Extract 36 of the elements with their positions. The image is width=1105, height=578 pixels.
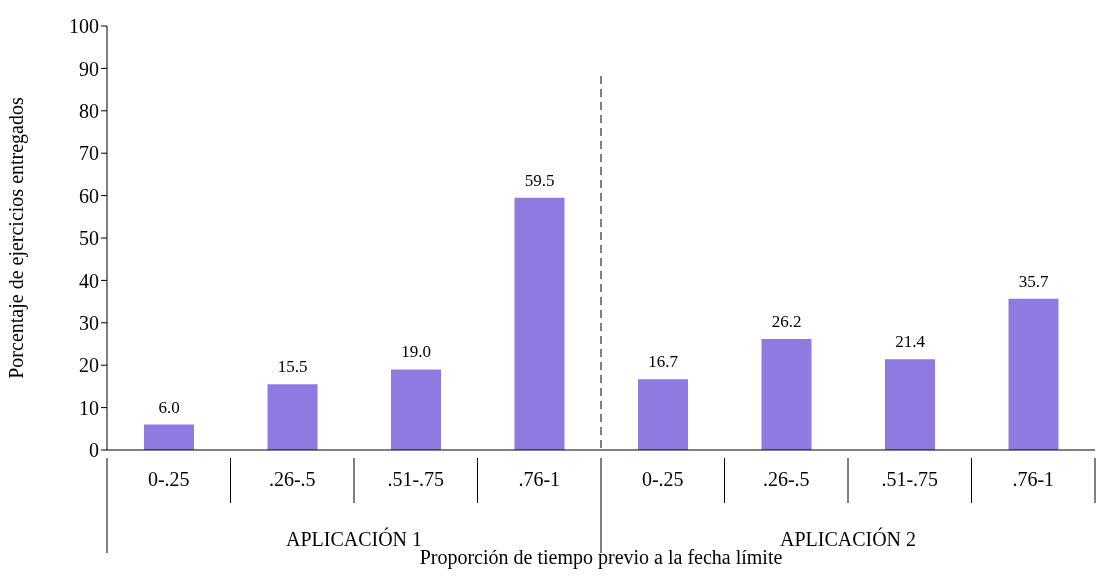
data-label: 26.2 xyxy=(771,311,802,331)
x-tick-label: .76-1 xyxy=(518,468,561,490)
y-tick-label: 10 xyxy=(79,396,99,419)
y-tick-label: 60 xyxy=(79,184,99,207)
data-label: 16.7 xyxy=(648,352,679,372)
data-label: 35.7 xyxy=(1018,271,1049,291)
x-tick-label: 0-.25 xyxy=(147,468,190,490)
y-tick-label: 100 xyxy=(69,15,99,38)
y-tick-label: 70 xyxy=(79,142,99,165)
y-tick-label: 90 xyxy=(79,57,99,80)
bar xyxy=(267,384,318,450)
data-label: 59.5 xyxy=(524,170,555,190)
bar xyxy=(761,338,812,450)
y-tick-label: 80 xyxy=(79,99,99,122)
bar xyxy=(514,197,565,450)
data-label: 19.0 xyxy=(401,342,431,362)
y-tick-label: 20 xyxy=(79,354,99,377)
y-tick-label: 50 xyxy=(79,227,99,250)
y-tick-label: 30 xyxy=(79,311,99,334)
data-label: 6.0 xyxy=(158,397,180,417)
data-label: 21.4 xyxy=(895,332,926,352)
x-tick-label: .26-.5 xyxy=(268,468,316,490)
x-tick-label: .26-.5 xyxy=(762,468,810,490)
y-tick-label: 40 xyxy=(79,269,99,292)
bar xyxy=(144,424,194,450)
bar xyxy=(638,379,688,450)
data-label: 15.5 xyxy=(277,357,308,377)
bar xyxy=(885,359,935,450)
x-tick-label: .51-.75 xyxy=(387,468,445,490)
x-tick-label: .51-.75 xyxy=(881,468,939,490)
bar xyxy=(1008,298,1059,450)
x-tick-label: .76-1 xyxy=(1012,468,1055,490)
y-tick-label: 0 xyxy=(89,439,99,462)
x-tick-label: 0-.25 xyxy=(641,468,684,490)
y-axis-title: Porcentaje de ejercicios entregados xyxy=(5,97,29,379)
bar xyxy=(391,369,441,450)
